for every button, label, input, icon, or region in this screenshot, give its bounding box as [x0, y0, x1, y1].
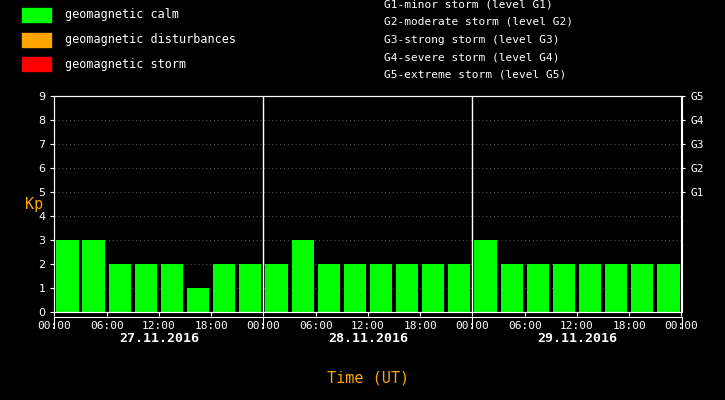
- Bar: [422, 264, 444, 312]
- Bar: [396, 264, 418, 312]
- Bar: [161, 264, 183, 312]
- Text: geomagnetic storm: geomagnetic storm: [65, 58, 186, 71]
- Text: 27.11.2016: 27.11.2016: [119, 332, 199, 346]
- Bar: [552, 264, 575, 312]
- Bar: [213, 264, 236, 312]
- Bar: [187, 288, 210, 312]
- Bar: [370, 264, 392, 312]
- Bar: [344, 264, 366, 312]
- Bar: [579, 264, 601, 312]
- Bar: [239, 264, 262, 312]
- Bar: [291, 240, 314, 312]
- Text: G5-extreme storm (level G5): G5-extreme storm (level G5): [384, 70, 566, 80]
- Bar: [109, 264, 130, 312]
- Bar: [22, 8, 51, 22]
- Bar: [265, 264, 288, 312]
- Text: G4-severe storm (level G4): G4-severe storm (level G4): [384, 52, 560, 62]
- Bar: [500, 264, 523, 312]
- Bar: [318, 264, 340, 312]
- Bar: [526, 264, 549, 312]
- Text: geomagnetic calm: geomagnetic calm: [65, 8, 179, 22]
- Bar: [83, 240, 104, 312]
- Text: Time (UT): Time (UT): [327, 371, 409, 386]
- Bar: [22, 57, 51, 71]
- Bar: [474, 240, 497, 312]
- Bar: [135, 264, 157, 312]
- Text: geomagnetic disturbances: geomagnetic disturbances: [65, 33, 236, 46]
- Bar: [658, 264, 679, 312]
- Bar: [448, 264, 471, 312]
- Bar: [631, 264, 653, 312]
- Text: 28.11.2016: 28.11.2016: [328, 332, 408, 346]
- Text: G3-strong storm (level G3): G3-strong storm (level G3): [384, 35, 560, 45]
- Bar: [57, 240, 78, 312]
- Text: G1-minor storm (level G1): G1-minor storm (level G1): [384, 0, 553, 9]
- Y-axis label: Kp: Kp: [25, 196, 44, 212]
- Bar: [605, 264, 627, 312]
- Text: 29.11.2016: 29.11.2016: [537, 332, 617, 346]
- Text: G2-moderate storm (level G2): G2-moderate storm (level G2): [384, 17, 573, 27]
- Bar: [22, 32, 51, 47]
